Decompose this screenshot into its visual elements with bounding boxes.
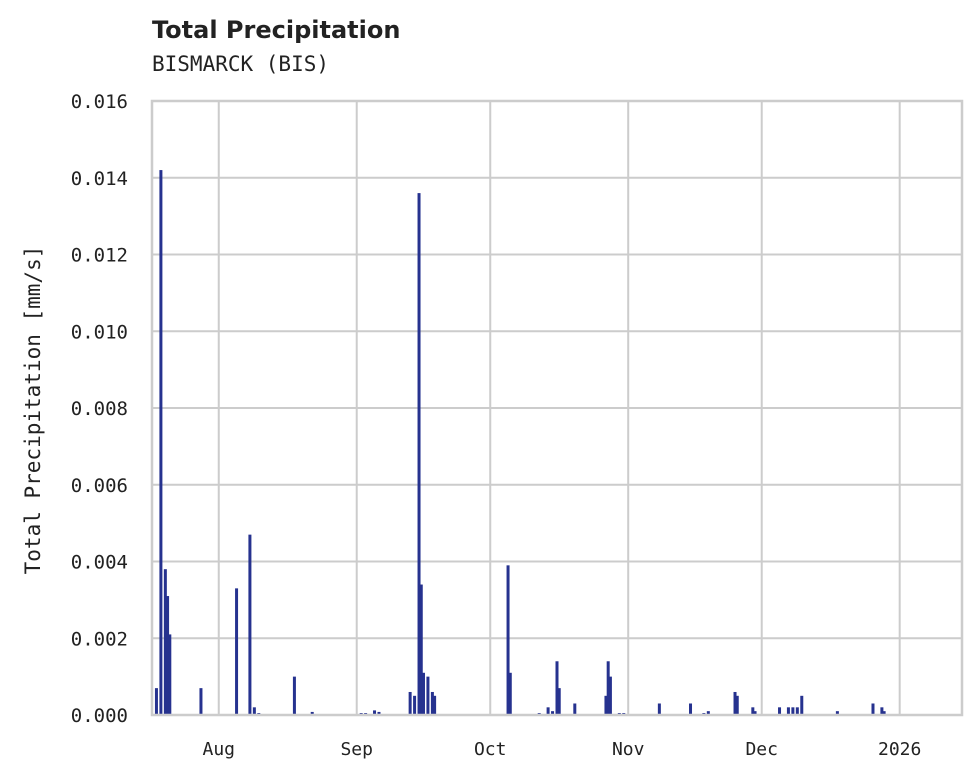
x-tick-label: Aug bbox=[203, 739, 236, 760]
precipitation-bar bbox=[795, 707, 799, 715]
precipitation-bar bbox=[657, 703, 661, 715]
precipitation-bar bbox=[166, 596, 170, 715]
precipitation-bar bbox=[373, 710, 377, 715]
y-tick-label: 0.004 bbox=[71, 552, 128, 574]
precipitation-bar bbox=[248, 534, 252, 715]
precipitation-bar bbox=[168, 634, 172, 715]
precipitation-bar bbox=[791, 707, 795, 715]
precipitation-bar bbox=[835, 711, 839, 715]
precipitation-bar bbox=[419, 584, 423, 715]
y-tick-label: 0.012 bbox=[71, 245, 128, 267]
precipitation-bar bbox=[573, 703, 577, 715]
precipitation-bar bbox=[163, 569, 167, 715]
precipitation-bar bbox=[604, 695, 608, 715]
y-axis-label: Total Precipitation [mm/s] bbox=[21, 246, 45, 575]
precipitation-bar bbox=[753, 711, 757, 715]
y-tick-label: 0.014 bbox=[71, 168, 128, 190]
precipitation-bar bbox=[551, 711, 555, 715]
x-axis-ticks: Aug Sep Oct Nov Dec 2026 bbox=[203, 739, 922, 760]
precipitation-bar bbox=[555, 661, 559, 715]
precipitation-bar bbox=[252, 707, 256, 715]
precipitation-bar bbox=[786, 707, 790, 715]
chart-title: Total Precipitation bbox=[152, 16, 401, 44]
precipitation-bar bbox=[199, 688, 203, 715]
x-tick-label: Dec bbox=[745, 739, 778, 760]
precipitation-bar bbox=[310, 711, 314, 715]
precipitation-bar bbox=[751, 707, 755, 715]
precipitation-bar bbox=[557, 688, 561, 715]
precipitation-bar bbox=[608, 676, 612, 715]
y-tick-label: 0.016 bbox=[71, 91, 128, 113]
precipitation-bar bbox=[292, 676, 296, 715]
grid-lines bbox=[152, 100, 962, 716]
precipitation-bar bbox=[377, 711, 381, 715]
chart-subtitle: BISMARCK (BIS) bbox=[152, 52, 330, 76]
x-tick-label: Sep bbox=[340, 739, 373, 760]
precipitation-bar bbox=[778, 707, 782, 715]
precipitation-bar bbox=[159, 170, 163, 715]
data-series bbox=[154, 170, 886, 716]
precipitation-bar bbox=[689, 703, 693, 715]
y-tick-label: 0.002 bbox=[71, 628, 128, 650]
precipitation-bar bbox=[408, 691, 412, 715]
precipitation-bar bbox=[417, 193, 421, 716]
x-tick-label: 2026 bbox=[878, 739, 921, 760]
precipitation-bar bbox=[735, 695, 739, 715]
precipitation-bar bbox=[235, 588, 239, 715]
precipitation-bar bbox=[871, 703, 875, 715]
precipitation-bar bbox=[882, 711, 886, 715]
precipitation-bar bbox=[508, 672, 512, 715]
precipitation-bar bbox=[430, 691, 434, 715]
precipitation-bar bbox=[413, 695, 417, 715]
precipitation-bar bbox=[433, 695, 437, 715]
precipitation-bar bbox=[421, 672, 425, 715]
precipitation-bar bbox=[733, 691, 737, 715]
x-tick-label: Nov bbox=[612, 739, 645, 760]
precipitation-bar bbox=[426, 676, 430, 715]
precipitation-bar bbox=[706, 711, 710, 715]
plot-frame bbox=[150, 99, 964, 717]
precipitation-bar bbox=[506, 565, 510, 715]
y-tick-label: 0.008 bbox=[71, 398, 128, 420]
precipitation-bar bbox=[880, 707, 884, 715]
x-tick-label: Oct bbox=[474, 739, 507, 760]
precipitation-bar bbox=[154, 688, 158, 715]
precipitation-bar bbox=[800, 695, 804, 715]
y-tick-label: 0.006 bbox=[71, 475, 128, 497]
y-tick-label: 0.000 bbox=[71, 705, 128, 727]
y-tick-label: 0.010 bbox=[71, 321, 128, 343]
precipitation-bar bbox=[546, 707, 550, 715]
y-axis-ticks: 0.000 0.002 0.004 0.006 0.008 0.010 0.012 0.014… bbox=[71, 91, 128, 727]
precipitation-bar bbox=[606, 661, 610, 715]
